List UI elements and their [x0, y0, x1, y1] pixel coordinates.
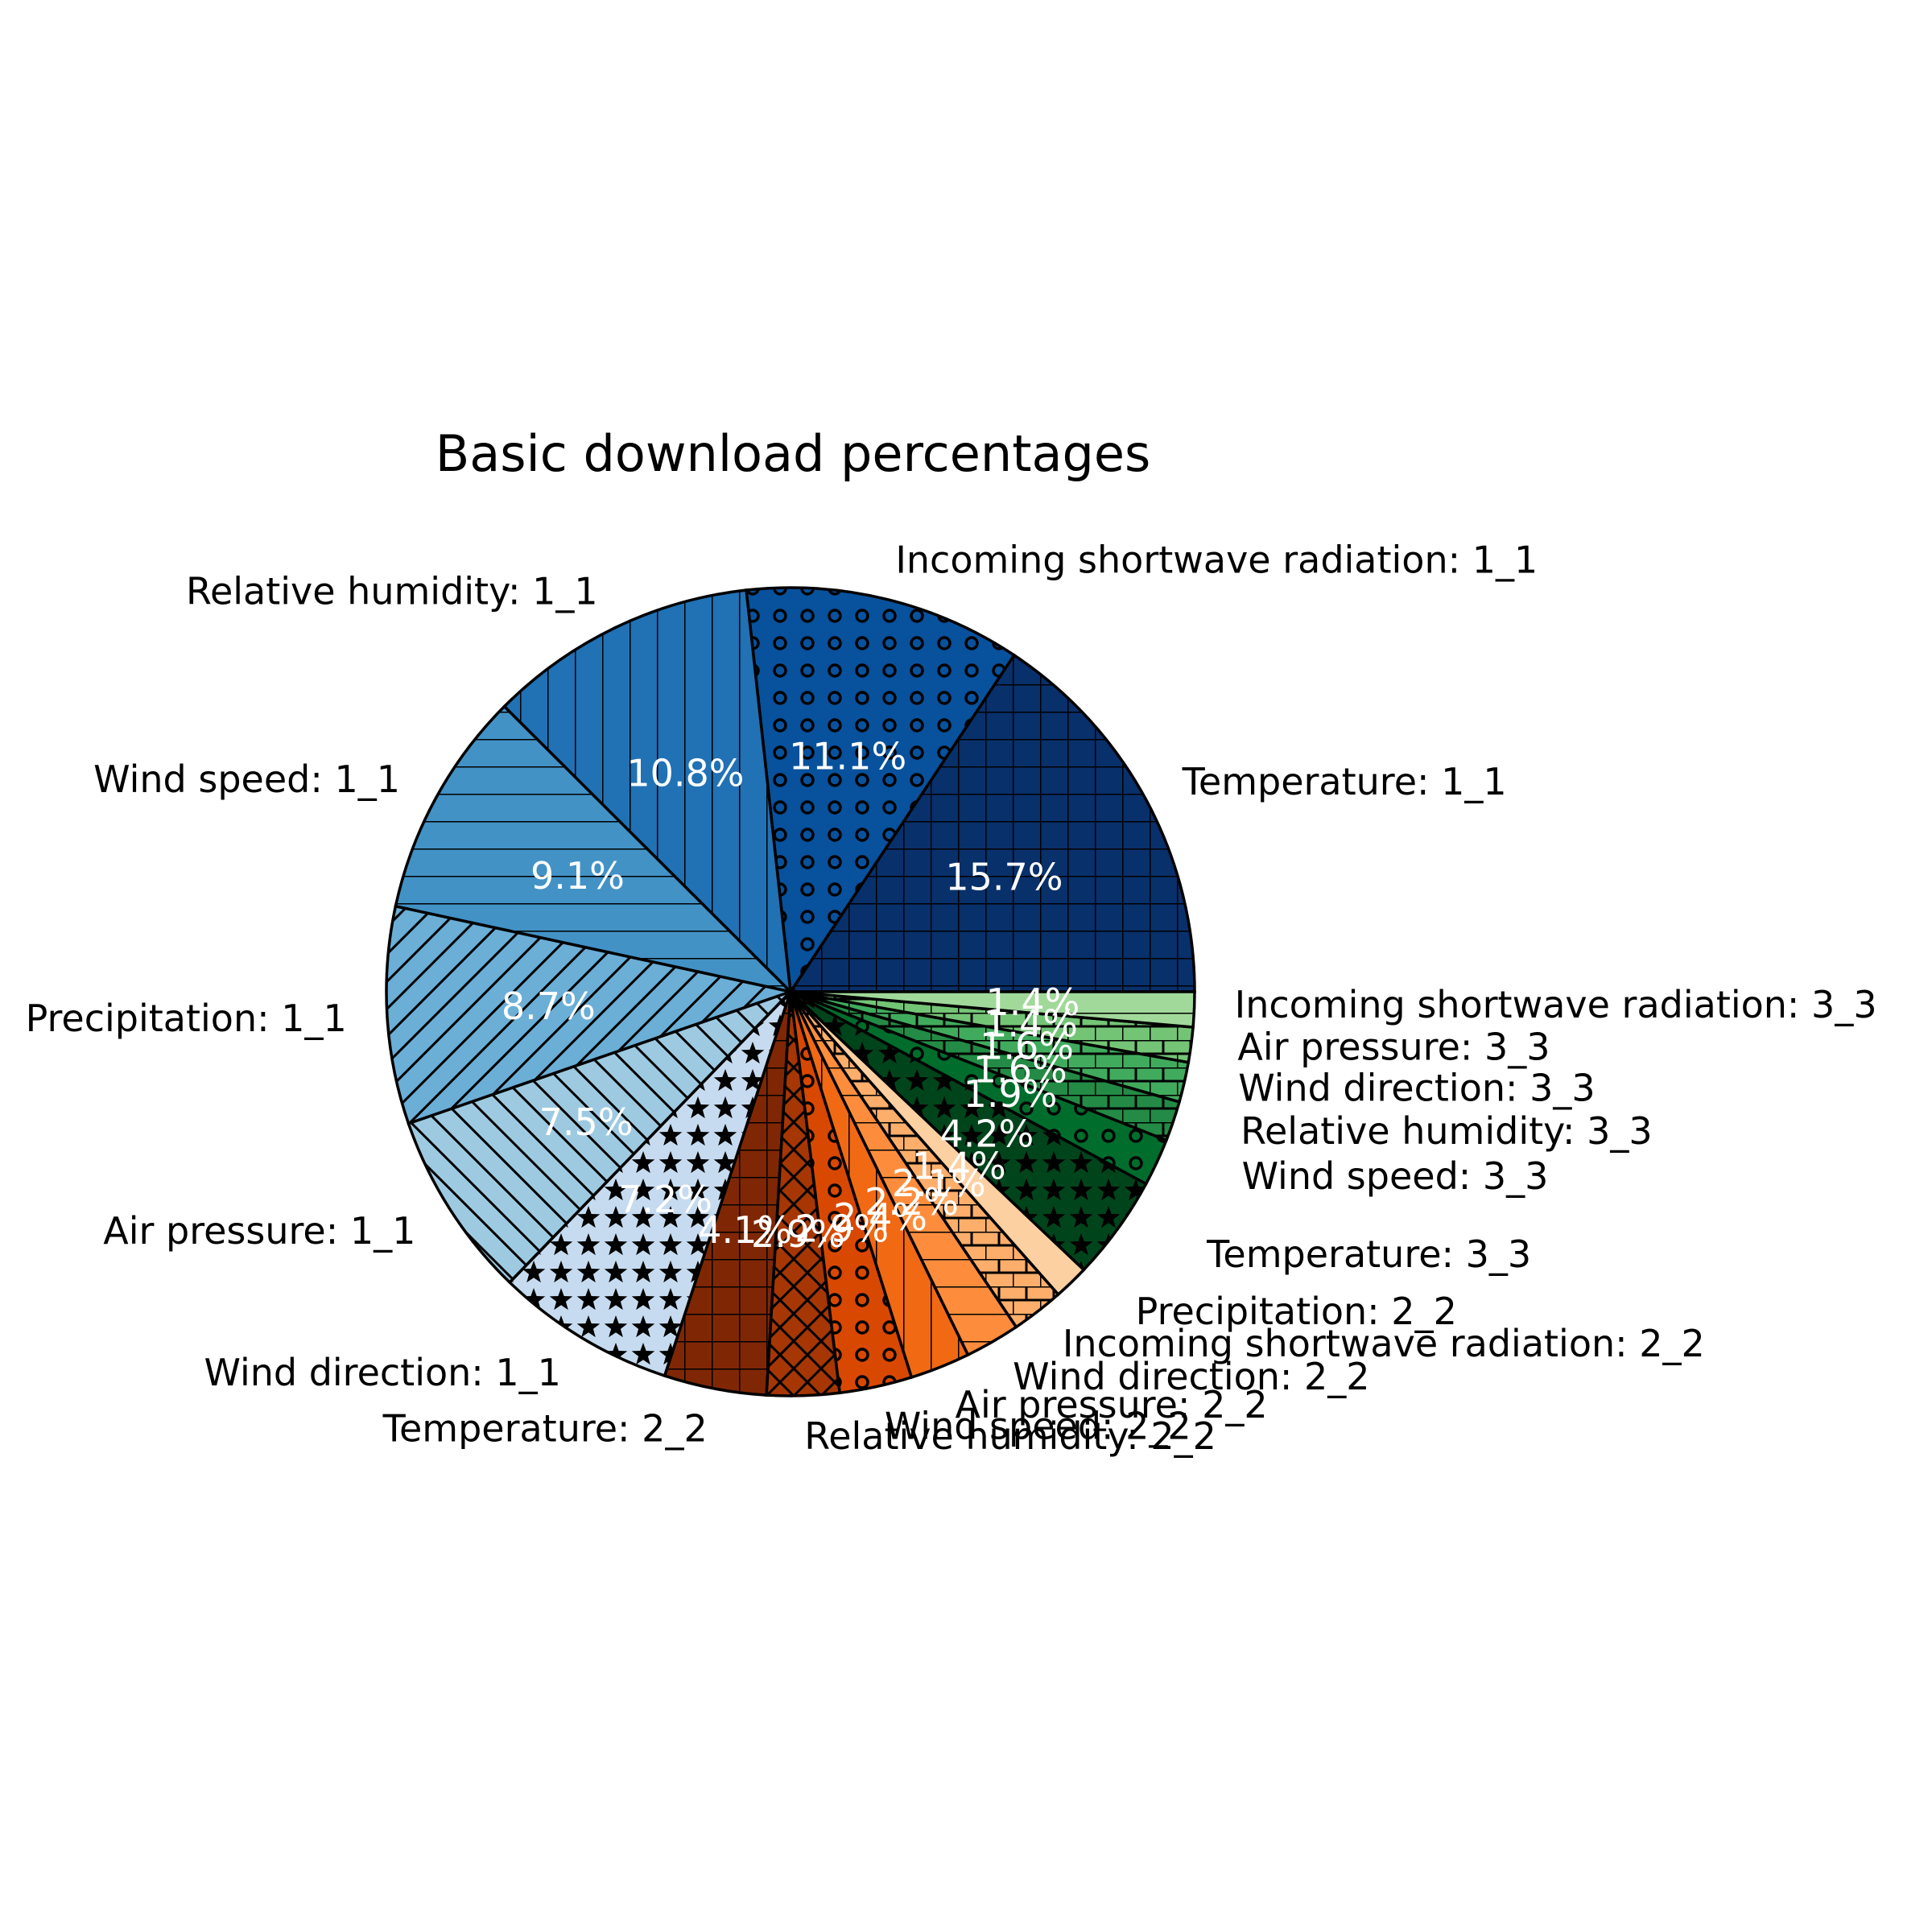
- pct-label-wind-speed-3-3: 1.9%: [964, 1072, 1058, 1116]
- pct-label-wind-direction-3-3: 1.6%: [980, 1024, 1074, 1067]
- pie-slice-wind-speed-1-1: [394, 704, 795, 994]
- pie-slice-wind-direction-1-1: [507, 990, 792, 1378]
- slice-label-relative-humidity-3-3: Relative humidity: 3_3: [1241, 1109, 1653, 1153]
- slice-label-temperature-2-2: Temperature: 2_2: [382, 1406, 708, 1450]
- pie-slice-precipitation-1-1: [385, 904, 796, 1126]
- pct-label-precipitation-1-1: 8.7%: [502, 985, 596, 1028]
- pct-label-temperature-2-2: 4.1%: [698, 1208, 792, 1252]
- slice-label-incoming-shortwave-radiation-1-1: Incoming shortwave radiation: 1_1: [895, 538, 1538, 581]
- slice-label-temperature-1-1: Temperature: 1_1: [1182, 760, 1507, 803]
- pct-label-precipitation-2-2: 1.4%: [912, 1145, 1006, 1188]
- pct-label-air-pressure-2-2: 2.4%: [833, 1195, 927, 1239]
- slice-label-relative-humidity-2-2: Relative humidity: 2_2: [804, 1414, 1216, 1458]
- pie-slice-air-pressure-1-1: [407, 990, 792, 1285]
- pct-label-air-pressure-1-1: 7.5%: [539, 1100, 634, 1144]
- slice-label-temperature-3-3: Temperature: 3_3: [1206, 1232, 1531, 1276]
- pct-label-incoming-shortwave-radiation-1-1: 11.1%: [789, 734, 906, 778]
- pct-label-relative-humidity-3-3: 1.6%: [973, 1047, 1067, 1091]
- slice-label-precipitation-1-1: Precipitation: 1_1: [26, 997, 347, 1040]
- slice-labels: Temperature: 1_1 Incoming shortwave radia…: [26, 538, 1877, 1458]
- pie-slice-incoming-shortwave-radiation-1-1: [745, 586, 1017, 996]
- pie-slice-temperature-1-1: [787, 653, 1196, 993]
- pct-label-wind-direction-2-2: 2.2%: [865, 1180, 959, 1224]
- pct-label-wind-direction-1-1: 7.2%: [618, 1178, 712, 1221]
- pie-slice-incoming-shortwave-radiation-3-3: [790, 990, 1196, 1029]
- slice-label-wind-speed-2-2: Wind speed: 2_2: [885, 1405, 1191, 1448]
- pct-label-air-pressure-3-3: 1.4%: [984, 1002, 1078, 1046]
- pct-label-temperature-1-1: 15.7%: [945, 856, 1063, 899]
- slice-label-precipitation-2-2: Precipitation: 2_2: [1136, 1290, 1457, 1333]
- slice-label-incoming-shortwave-radiation-2-2: Incoming shortwave radiation: 2_2: [1063, 1322, 1705, 1365]
- slice-label-incoming-shortwave-radiation-3-3: Incoming shortwave radiation: 3_3: [1235, 983, 1877, 1026]
- slice-label-air-pressure-1-1: Air pressure: 1_1: [103, 1209, 415, 1253]
- pct-label-wind-speed-1-1: 9.1%: [530, 854, 625, 898]
- pie-wedges: [385, 586, 1196, 1397]
- slice-label-wind-direction-1-1: Wind direction: 1_1: [204, 1351, 560, 1394]
- slice-label-wind-speed-3-3: Wind speed: 3_3: [1242, 1154, 1549, 1198]
- slice-label-wind-direction-3-3: Wind direction: 3_3: [1238, 1067, 1595, 1110]
- slice-label-air-pressure-2-2: Air pressure: 2_2: [956, 1383, 1268, 1426]
- pie-slice-relative-humidity-1-1: [502, 588, 793, 996]
- pct-label-incoming-shortwave-radiation-2-2: 2.1%: [892, 1162, 986, 1205]
- chart-title: Basic download percentages: [436, 424, 1151, 483]
- pct-label-temperature-3-3: 4.2%: [939, 1113, 1034, 1156]
- pct-label-relative-humidity-1-1: 10.8%: [626, 752, 744, 795]
- pct-label-incoming-shortwave-radiation-3-3: 1.4%: [985, 980, 1080, 1024]
- slice-label-wind-direction-2-2: Wind direction: 2_2: [1013, 1355, 1369, 1398]
- pct-label-wind-speed-2-2: 2.9%: [795, 1207, 889, 1250]
- slice-label-relative-humidity-1-1: Relative humidity: 1_1: [186, 569, 598, 613]
- slice-label-wind-speed-1-1: Wind speed: 1_1: [93, 758, 400, 801]
- pct-label-relative-humidity-2-2: 2.9%: [751, 1212, 845, 1256]
- slice-label-air-pressure-3-3: Air pressure: 3_3: [1237, 1026, 1550, 1069]
- percentage-labels: 15.7%11.1%10.8%9.1%8.7%7.5%7.2%4.1%2.9%2…: [502, 734, 1080, 1256]
